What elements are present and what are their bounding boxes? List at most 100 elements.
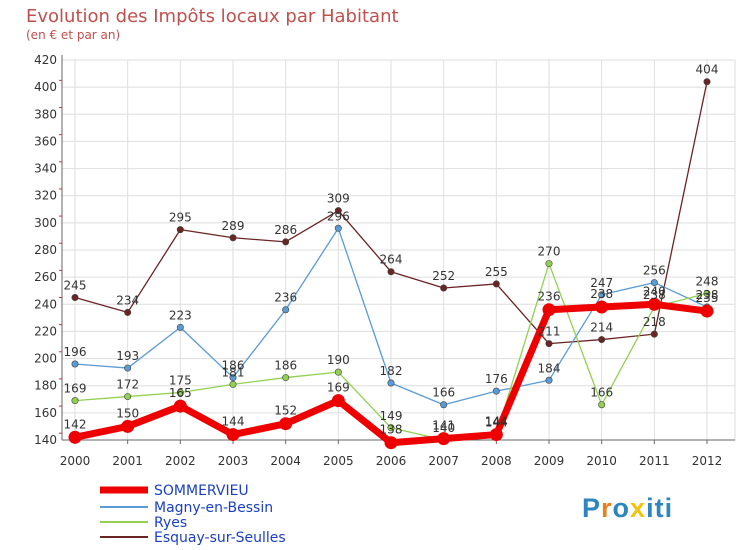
y-tick-label: 280 bbox=[34, 243, 57, 257]
x-tick-label: 2006 bbox=[376, 454, 407, 468]
data-label: 182 bbox=[380, 364, 403, 378]
legend-label: Magny-en-Bessin bbox=[154, 500, 273, 516]
data-label: 144 bbox=[222, 415, 245, 429]
data-label: 404 bbox=[696, 63, 719, 77]
data-label: 270 bbox=[538, 245, 561, 259]
data-label: 238 bbox=[590, 287, 613, 301]
data-label: 214 bbox=[590, 321, 613, 335]
y-tick-label: 320 bbox=[34, 189, 57, 203]
data-point bbox=[334, 224, 342, 232]
data-point bbox=[437, 432, 451, 446]
data-label: 140 bbox=[432, 421, 455, 435]
data-label: 149 bbox=[380, 409, 403, 423]
y-tick-label: 400 bbox=[34, 80, 57, 94]
data-point bbox=[598, 401, 606, 409]
data-point bbox=[492, 280, 500, 288]
data-point bbox=[176, 323, 184, 331]
data-label: 176 bbox=[485, 372, 508, 386]
data-label: 165 bbox=[169, 386, 192, 400]
data-label: 150 bbox=[116, 406, 139, 420]
y-tick-label: 360 bbox=[34, 134, 57, 148]
x-tick-label: 2008 bbox=[481, 454, 512, 468]
data-point bbox=[282, 374, 290, 382]
x-tick-label: 2012 bbox=[692, 454, 723, 468]
data-label: 175 bbox=[169, 374, 192, 388]
data-label: 234 bbox=[116, 293, 139, 307]
data-label: 256 bbox=[643, 264, 666, 278]
y-tick-label: 160 bbox=[34, 406, 57, 420]
data-label: 238 bbox=[696, 288, 719, 302]
data-label: 236 bbox=[274, 291, 297, 305]
data-label: 186 bbox=[222, 359, 245, 373]
data-label: 181 bbox=[222, 365, 245, 379]
data-point bbox=[229, 374, 237, 382]
data-label: 296 bbox=[327, 209, 350, 223]
data-point bbox=[68, 430, 82, 444]
data-label: 169 bbox=[327, 381, 350, 395]
logo-letter: i bbox=[665, 493, 674, 523]
logo-text: Proxiti bbox=[582, 493, 673, 523]
logo-letter: r bbox=[601, 493, 613, 523]
y-tick-label: 180 bbox=[34, 379, 57, 393]
y-tick-label: 240 bbox=[34, 297, 57, 311]
logo-letter: o bbox=[613, 493, 631, 523]
data-label: 196 bbox=[64, 345, 87, 359]
y-tick-label: 300 bbox=[34, 216, 57, 230]
data-label: 193 bbox=[116, 349, 139, 363]
data-label: 223 bbox=[169, 308, 192, 322]
x-tick-label: 2001 bbox=[112, 454, 143, 468]
data-label: 247 bbox=[590, 276, 613, 290]
data-point bbox=[703, 289, 711, 297]
data-label: 218 bbox=[643, 315, 666, 329]
data-point bbox=[71, 360, 79, 368]
data-label: 211 bbox=[538, 325, 561, 339]
x-tick-label: 2009 bbox=[534, 454, 565, 468]
data-point bbox=[124, 364, 132, 372]
data-label: 255 bbox=[485, 265, 508, 279]
x-tick-label: 2004 bbox=[270, 454, 301, 468]
data-point bbox=[71, 293, 79, 301]
data-point bbox=[124, 308, 132, 316]
data-point bbox=[492, 387, 500, 395]
data-label: 166 bbox=[432, 386, 455, 400]
data-label: 169 bbox=[64, 382, 87, 396]
logo-letter: t bbox=[655, 493, 665, 523]
data-point bbox=[440, 284, 448, 292]
data-label: 240 bbox=[643, 284, 666, 298]
legend-label: Ryes bbox=[154, 515, 187, 531]
proxiti-logo: Proxiti bbox=[582, 493, 673, 523]
data-point bbox=[650, 279, 658, 287]
data-point bbox=[384, 436, 398, 450]
data-label: 138 bbox=[380, 423, 403, 437]
data-point bbox=[124, 393, 132, 401]
data-point bbox=[542, 303, 556, 317]
data-label: 238 bbox=[643, 288, 666, 302]
data-point bbox=[650, 330, 658, 338]
logo-letter: P bbox=[582, 493, 601, 523]
data-label: 152 bbox=[274, 404, 297, 418]
data-point bbox=[598, 336, 606, 344]
data-point bbox=[71, 397, 79, 405]
x-tick-label: 2011 bbox=[639, 454, 670, 468]
x-tick-label: 2003 bbox=[218, 454, 249, 468]
data-point bbox=[282, 306, 290, 314]
y-tick-label: 380 bbox=[34, 107, 57, 121]
legend-label: Esquay-sur-Seulles bbox=[154, 530, 286, 546]
chart-title: Evolution des Impôts locaux par Habitant bbox=[26, 6, 399, 27]
data-point bbox=[545, 260, 553, 268]
data-point bbox=[334, 207, 342, 215]
data-point bbox=[334, 368, 342, 376]
data-label: 172 bbox=[116, 378, 139, 392]
data-label: 186 bbox=[274, 359, 297, 373]
data-label: 142 bbox=[64, 417, 87, 431]
data-label: 252 bbox=[432, 269, 455, 283]
data-point bbox=[598, 291, 606, 299]
data-point bbox=[229, 380, 237, 388]
data-label: 144 bbox=[485, 415, 508, 429]
logo-letter: i bbox=[646, 493, 655, 523]
data-label: 309 bbox=[327, 192, 350, 206]
data-point bbox=[700, 304, 714, 318]
legend-label: SOMMERVIEU bbox=[154, 483, 249, 499]
x-tick-label: 2007 bbox=[428, 454, 459, 468]
